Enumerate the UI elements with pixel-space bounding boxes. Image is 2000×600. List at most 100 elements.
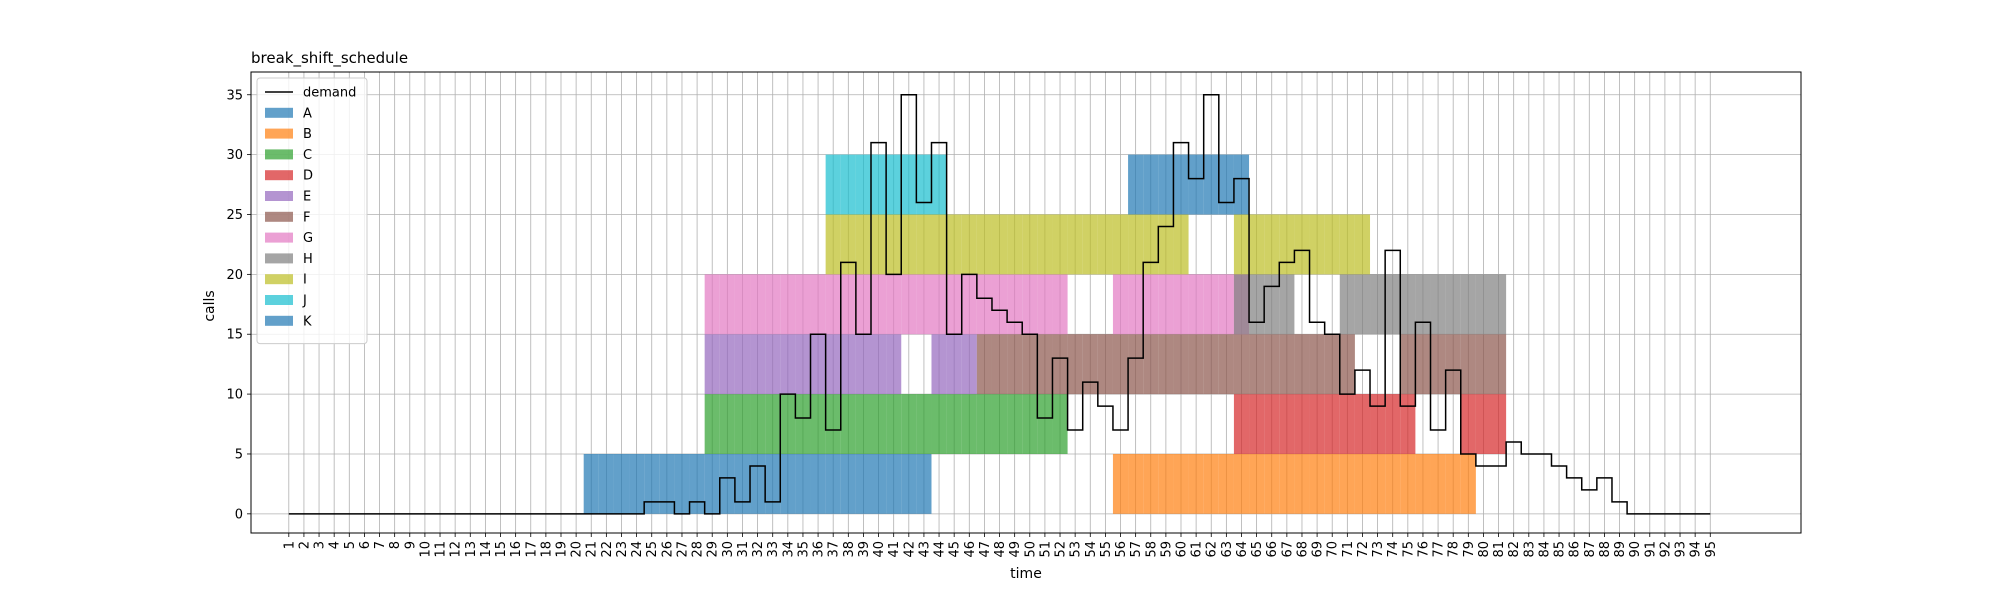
legend-swatch-j	[265, 295, 293, 305]
shift-bar-i	[1173, 214, 1189, 275]
shift-bar-h	[1430, 274, 1446, 335]
x-tick-label: 92	[1658, 541, 1673, 558]
shift-bar-f	[1097, 334, 1113, 395]
shift-bar-e	[825, 334, 841, 395]
shift-bar-g	[704, 274, 720, 335]
shift-bar-e	[931, 334, 947, 395]
shift-bar-i	[1264, 214, 1280, 275]
shift-bar-a	[795, 453, 811, 514]
x-tick-label: 79	[1462, 541, 1477, 558]
x-tick-label: 52	[1054, 541, 1069, 558]
shift-bar-j	[886, 154, 902, 215]
x-tick-label: 95	[1704, 541, 1719, 558]
shift-bar-g	[1007, 274, 1023, 335]
shift-bar-g	[1188, 274, 1204, 335]
shift-bar-b	[1203, 453, 1219, 514]
shift-bar-i	[1279, 214, 1295, 275]
shift-bar-f	[1233, 334, 1250, 395]
shift-bar-d	[1354, 394, 1371, 454]
shift-bar-a	[855, 453, 871, 514]
shift-bar-c	[991, 394, 1008, 454]
x-tick-label: 28	[691, 541, 706, 558]
shift-bar-k	[1173, 154, 1189, 215]
shift-bar-f	[1143, 334, 1159, 395]
shift-bar-f	[1218, 334, 1234, 395]
shift-bar-d	[1233, 394, 1250, 454]
shift-bar-i	[1143, 214, 1159, 275]
chart-title: break_shift_schedule	[251, 49, 408, 68]
shift-bar-b	[1324, 453, 1340, 514]
shift-bar-c	[780, 394, 796, 454]
shift-bar-a	[598, 453, 614, 514]
x-tick-label: 51	[1038, 541, 1053, 558]
x-tick-label: 70	[1326, 541, 1341, 558]
shift-bar-b	[1385, 453, 1401, 514]
shift-bar-i	[1082, 214, 1098, 275]
x-tick-label: 86	[1568, 541, 1583, 558]
x-tick-label: 73	[1371, 541, 1386, 558]
shift-bar-i	[1294, 214, 1310, 275]
shift-bar-g	[1158, 274, 1174, 335]
x-axis-ticks: 1 2 3 4 5 6 7 8 9 10 11 12 13 14 15 16 17 18 19 20 21 22 23 24 2…	[282, 533, 1719, 558]
x-tick-label: 87	[1583, 541, 1598, 558]
x-tick-label: 67	[1280, 541, 1295, 558]
x-tick-label: 68	[1295, 541, 1310, 558]
legend-swatch-h	[265, 253, 293, 264]
x-tick-label: 84	[1537, 541, 1552, 558]
shift-bar-j	[840, 154, 856, 215]
x-tick-label: 31	[736, 541, 751, 558]
x-tick-label: 89	[1613, 541, 1628, 558]
legend-swatch-k	[265, 315, 293, 326]
legend-label: F	[303, 210, 310, 225]
shift-bar-f	[1128, 334, 1144, 395]
shift-g	[704, 274, 1250, 335]
shift-bar-f	[1007, 334, 1023, 395]
x-tick-label: 75	[1401, 541, 1416, 558]
shift-bar-h	[1233, 274, 1250, 335]
shift-bar-c	[750, 394, 766, 454]
shift-bar-b	[1249, 453, 1265, 514]
shift-bar-g	[976, 274, 992, 335]
shift-k	[1128, 154, 1250, 215]
shift-bar-g	[1112, 274, 1129, 335]
shift-bar-d	[1309, 394, 1325, 454]
shift-bar-h	[1339, 274, 1355, 335]
x-tick-label: 32	[751, 541, 766, 558]
shift-bar-j	[855, 154, 871, 215]
shift-bar-k	[1218, 154, 1234, 215]
x-tick-label: 50	[1023, 541, 1038, 558]
x-tick-label: 12	[449, 541, 464, 558]
demand-line	[288, 94, 1711, 515]
shift-bar-f	[1339, 334, 1355, 395]
shift-bar-f	[1294, 334, 1310, 395]
shift-bar-k	[1233, 154, 1250, 215]
x-tick-label: 81	[1492, 541, 1507, 558]
shift-bar-b	[1112, 453, 1129, 514]
x-tick-label: 43	[917, 541, 932, 558]
shift-bar-d	[1385, 394, 1401, 454]
shift-h	[1233, 274, 1507, 335]
legend-label: I	[303, 273, 307, 288]
x-tick-label: 17	[524, 541, 539, 558]
x-tick-label: 34	[781, 541, 796, 558]
shift-bar-a	[886, 453, 902, 514]
x-tick-label: 25	[645, 541, 660, 558]
x-tick-label: 88	[1598, 541, 1613, 558]
y-tick-label: 20	[226, 268, 243, 283]
shift-bar-c	[931, 394, 947, 454]
shift-bar-h	[1445, 274, 1461, 335]
x-tick-label: 5	[343, 541, 358, 549]
x-tick-label: 20	[570, 541, 585, 558]
shift-b	[1112, 453, 1476, 514]
shift-bar-h	[1249, 274, 1265, 335]
x-tick-label: 55	[1099, 541, 1114, 558]
shift-bar-i	[1339, 214, 1355, 275]
shift-bar-f	[1264, 334, 1280, 395]
shift-bar-f	[1052, 334, 1068, 395]
shift-bar-c	[810, 394, 826, 454]
x-tick-label: 40	[872, 541, 887, 558]
shift-bar-h	[1354, 274, 1371, 335]
shift-bar-i	[1249, 214, 1265, 275]
x-tick-label: 49	[1008, 541, 1023, 558]
shift-bar-g	[886, 274, 902, 335]
